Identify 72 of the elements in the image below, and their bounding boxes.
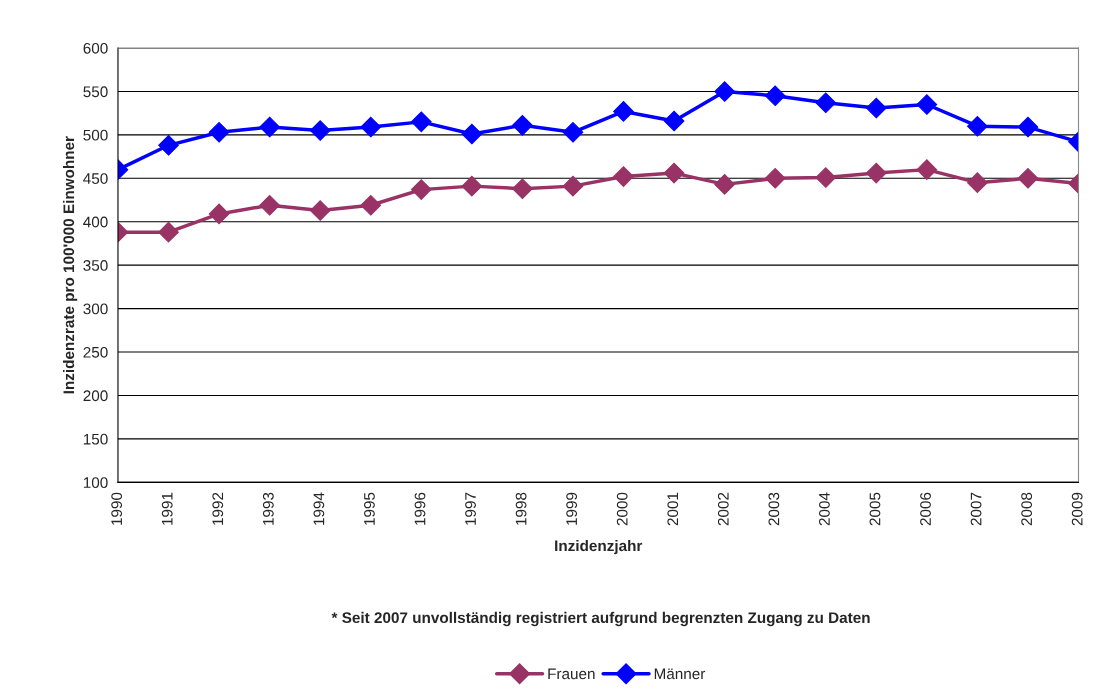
point [562, 121, 584, 143]
x-tick-label: 2004 [819, 492, 830, 526]
point [1017, 116, 1039, 138]
point [360, 194, 382, 216]
point [1017, 167, 1039, 189]
point [967, 172, 988, 193]
point [663, 110, 685, 132]
y-tick-label: 400 [83, 216, 108, 228]
x-tick-label: 2002 [717, 492, 729, 526]
point [815, 92, 837, 114]
point [865, 97, 887, 119]
point [916, 159, 938, 180]
x-tick-label: 2007 [970, 492, 982, 526]
point [461, 175, 483, 197]
y-tick-label: 300 [83, 303, 108, 315]
point [815, 167, 837, 188]
y-tick-label: 100 [83, 477, 108, 489]
point [613, 166, 634, 187]
x-tick-label: 2000 [616, 492, 628, 526]
x-tick-label: 2006 [920, 492, 931, 526]
point [764, 85, 786, 107]
x-tick-label: 2008 [1021, 492, 1033, 526]
x-tick-label: 1999 [566, 492, 578, 525]
point [512, 114, 533, 136]
point [562, 175, 584, 197]
x-tick-label: 2009 [1071, 492, 1083, 526]
point [309, 120, 331, 141]
point [764, 167, 786, 189]
point [714, 174, 735, 195]
point [663, 162, 685, 184]
x-axis-title: Inzidenzjahr [555, 539, 643, 555]
point [208, 121, 230, 143]
text: * Seit 2007 unvollständig registriert aufgrund begrenzten Zugang zu Daten [331, 611, 870, 627]
x-tick-label: 1995 [364, 492, 375, 525]
y-tick-label: 500 [83, 129, 108, 141]
point [259, 194, 280, 216]
y-tick-label: 600 [83, 42, 108, 54]
legend-label: Männer [654, 668, 706, 680]
x-tick-label: 1997 [465, 492, 476, 525]
point [410, 111, 432, 133]
point [360, 116, 382, 138]
point [158, 134, 179, 156]
x-tick-label: 2005 [869, 492, 881, 526]
y-tick-label: 550 [83, 86, 108, 98]
point [613, 101, 634, 122]
y-tick-label: 150 [83, 433, 108, 445]
point [410, 179, 432, 200]
legend-label: Frauen [548, 668, 595, 680]
point [309, 200, 331, 221]
point [916, 94, 938, 115]
point [714, 81, 735, 102]
x-tick-label: 1990 [111, 492, 123, 525]
y-tick-label: 350 [83, 260, 108, 271]
x-tick-label: 1996 [414, 492, 426, 525]
y-tick-label: 450 [83, 173, 108, 184]
point [259, 116, 280, 138]
point [967, 115, 988, 137]
y-tick-label: 250 [83, 346, 108, 358]
x-tick-label: 1992 [212, 492, 224, 525]
point [512, 178, 533, 200]
x-tick-label: 1993 [262, 492, 274, 525]
point [865, 162, 887, 184]
x-tick-label: 1994 [313, 492, 325, 525]
y-tick-label: 200 [83, 390, 108, 402]
x-tick-label: 2003 [768, 492, 780, 526]
point [461, 123, 483, 145]
x-tick-label: 2001 [667, 492, 679, 526]
point [158, 221, 179, 243]
point [208, 203, 230, 225]
y-axis-title: Inzidenzrate pro 100'000 Einwohner [62, 136, 78, 394]
x-tick-label: 1998 [515, 492, 527, 525]
x-tick-label: 1991 [161, 492, 173, 525]
